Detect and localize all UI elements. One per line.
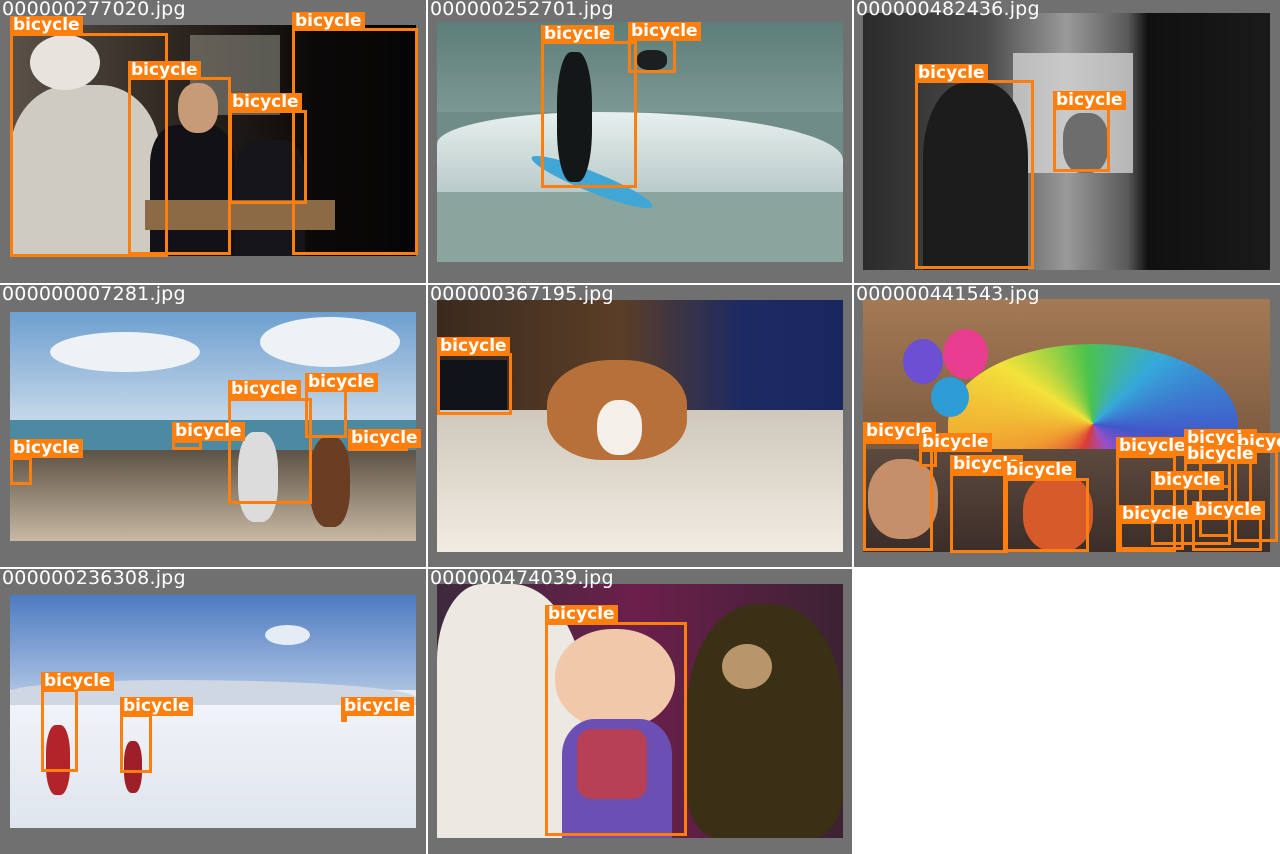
detection-box [172,440,202,450]
detection-label: bicycle [348,429,421,448]
detection-box [915,80,1034,269]
detection-label: bicycle [341,697,414,716]
photo [437,584,843,838]
detection-label: bicycle [1003,461,1076,480]
detection-box [292,28,418,255]
image-filename: 000000236308.jpg [2,569,186,589]
detection-label: bicycle [1184,445,1257,464]
detection-box [120,714,152,773]
detection-label: bicycle [1192,501,1265,520]
detection-box [863,441,933,551]
detection-label: bicycle [545,605,618,624]
detection-label: bicycle [41,672,114,691]
detection-label: bicycle [437,337,510,356]
detection-box [10,33,168,257]
image-tile: 000000277020.jpg bicycle bicycle bicycle… [0,0,426,283]
detection-box [128,77,231,255]
image-filename: 000000482436.jpg [856,0,1040,20]
detection-label: bicycle [305,373,378,392]
detection-label: bicycle [628,22,701,41]
detection-box [1003,478,1089,552]
detection-box [1053,107,1110,172]
image-filename: 000000007281.jpg [2,285,186,305]
detection-label: bicycle [292,12,365,31]
detection-label: bicycle [172,422,245,441]
detection-box [228,398,312,504]
detection-box [437,353,512,415]
image-filename: 000000474039.jpg [430,569,614,589]
image-tile: 000000482436.jpg bicycle bicycle [854,0,1280,283]
image-tile: 000000441543.jpg bicycle bicycle bicycle… [854,285,1280,567]
photo [437,22,843,262]
detection-label: bicycle [915,64,988,83]
image-tile: 000000252701.jpg bicycle bicycle [428,0,852,283]
detection-label: bicycle [10,439,83,458]
detection-label: bicycle [1119,505,1192,524]
image-tile: 000000474039.jpg bicycle [428,569,852,854]
photo [863,13,1270,270]
detection-label: bicycle [919,433,992,452]
detection-box [1116,455,1176,552]
detection-box [541,41,637,188]
detection-box [10,457,32,485]
detection-label: bicycle [229,93,302,112]
detection-label: bicycle [228,380,301,399]
image-tile: 000000367195.jpg bicycle [428,285,852,567]
detection-label: bicycle [1151,471,1224,490]
image-tile: 000000236308.jpg bicycle bicycle bicycle [0,569,426,854]
detection-label: bicycle [10,16,83,35]
detection-label: bicycle [120,697,193,716]
detection-box [545,622,687,836]
image-filename: 000000367195.jpg [430,285,614,305]
image-tile: 000000007281.jpg bicycle bicycle bicycle… [0,285,426,567]
detection-box [950,473,1008,553]
detection-box [41,689,78,772]
detection-box [305,389,347,438]
detection-label: bicycle [863,422,936,441]
detection-box [1199,457,1231,537]
detection-label: bicycle [1116,437,1189,456]
detection-label: bicycle [541,25,614,44]
photo [10,25,416,256]
detection-label: bicycle [1053,91,1126,110]
detection-box [628,38,676,73]
detection-label: bicycle [128,61,201,80]
image-filename: 000000277020.jpg [2,0,186,20]
image-filename: 000000441543.jpg [856,285,1040,305]
image-filename: 000000252701.jpg [430,0,614,20]
